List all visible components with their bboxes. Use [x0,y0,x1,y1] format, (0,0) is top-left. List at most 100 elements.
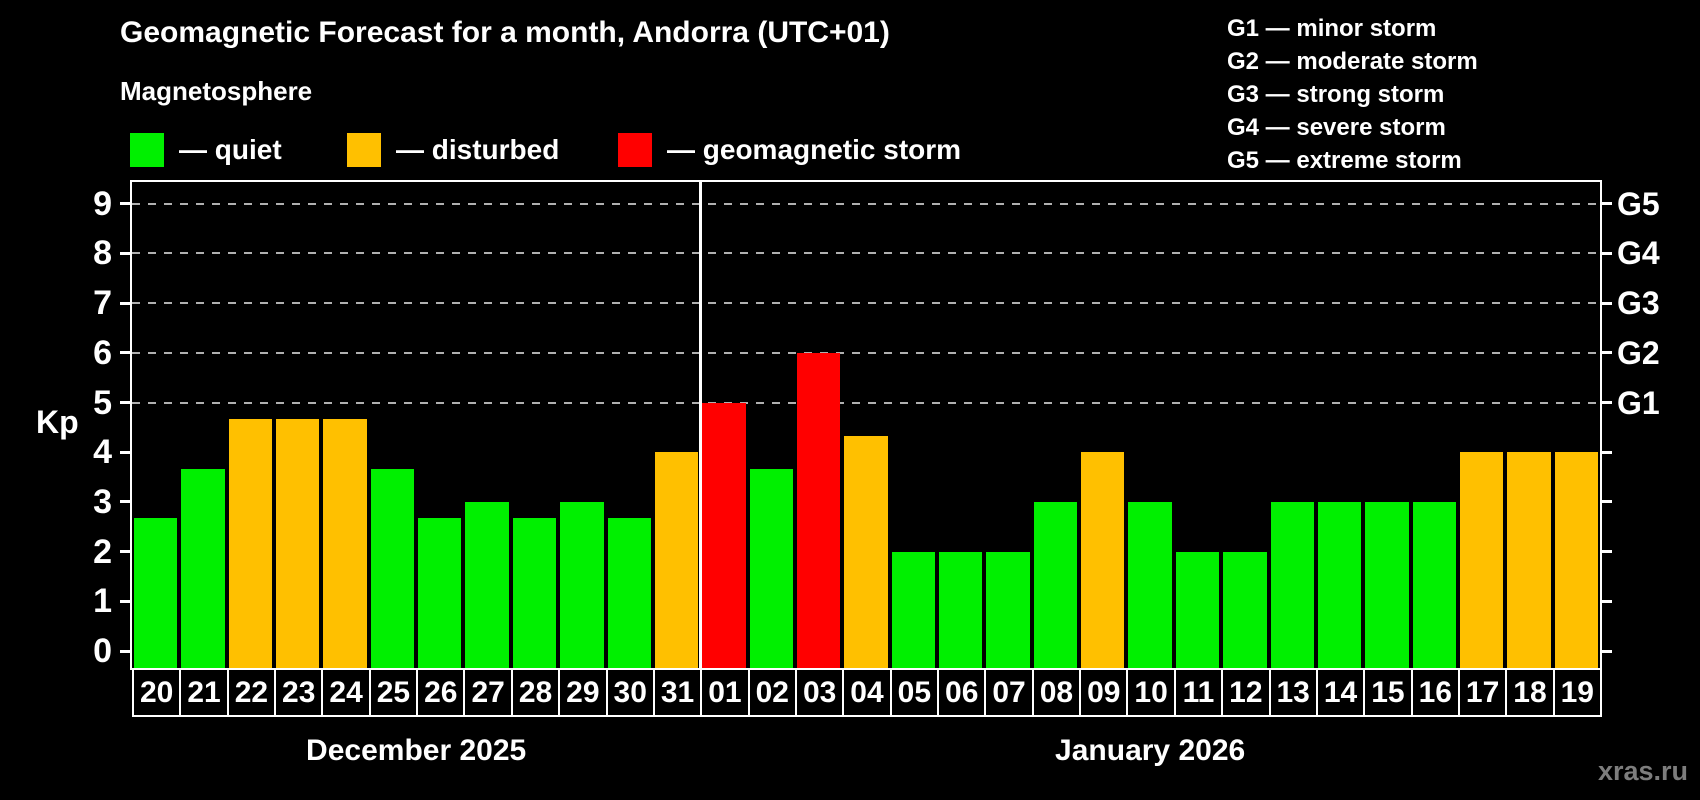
date-box-21: 21 [179,668,227,717]
legend-item-disturbed: — disturbed [347,132,559,168]
bar-day-29 [560,501,604,668]
date-box-16: 16 [1410,668,1458,717]
watermark: xras.ru [1597,756,1688,786]
y-axis-tick-right [1602,450,1612,454]
date-box-02: 02 [747,668,795,717]
g3-legend-line: G3 — strong storm [1227,81,1445,108]
quiet-color-swatch [130,133,164,167]
y-tick-label-7: 7 [93,284,112,323]
grid-line-kp7 [132,302,1600,305]
date-box-07: 07 [984,668,1032,717]
bar-day-17 [1459,452,1504,668]
bar-day-21 [181,468,225,668]
y-axis-tick-left [120,202,130,206]
bar-day-03 [796,352,841,668]
bar-day-31 [654,452,699,668]
date-box-17: 17 [1457,668,1506,717]
bar-day-02 [749,468,793,668]
y-axis-tick-right [1602,301,1612,305]
right-axis-label-G4: G4 [1617,235,1660,272]
month-separator [698,182,702,668]
g4-legend-line: G4 — severe storm [1227,114,1446,141]
y-axis-tick-left [120,550,130,554]
date-box-18: 18 [1505,668,1553,717]
bar-day-30 [607,518,651,668]
date-box-11: 11 [1173,668,1222,717]
y-axis-title: Kp [36,404,79,440]
bar-day-27 [465,501,509,668]
date-box-05: 05 [889,668,938,717]
bar-day-07 [986,551,1030,668]
y-tick-label-6: 6 [93,333,112,372]
plot-area [130,180,1602,670]
date-box-15: 15 [1363,668,1411,717]
bar-day-28 [512,518,557,668]
y-axis-tick-right [1602,251,1612,255]
g2-legend-line: G2 — moderate storm [1227,48,1478,75]
y-tick-label-2: 2 [93,532,112,571]
y-axis-tick-left [120,301,130,305]
bar-day-23 [276,418,320,668]
date-box-14: 14 [1315,668,1364,717]
date-box-20: 20 [132,668,180,717]
y-axis-tick-left [120,599,130,603]
g1-legend-line: G1 — minor storm [1227,15,1437,42]
y-tick-label-9: 9 [93,184,112,223]
y-axis-tick-right [1602,202,1612,206]
date-box-29: 29 [558,668,606,717]
date-box-28: 28 [510,668,559,717]
grid-line-kp8 [132,252,1600,255]
bar-day-13 [1270,501,1314,668]
bar-day-16 [1412,501,1456,668]
month-label: January 2026 [1055,734,1246,767]
y-tick-label-0: 0 [93,632,112,670]
bar-day-18 [1507,452,1551,668]
magnetosphere-label: Magnetosphere [120,76,313,106]
month-label: December 2025 [306,734,527,767]
bar-day-10 [1128,501,1172,668]
date-box-12: 12 [1221,668,1269,717]
y-axis-tick-left [120,351,130,355]
grid-line-kp5 [132,401,1600,404]
y-axis-tick-left [120,251,130,255]
bar-day-14 [1317,501,1362,668]
bar-day-24 [323,418,367,668]
bar-day-19 [1554,452,1598,668]
date-box-09: 09 [1079,668,1127,717]
chart-title: Geomagnetic Forecast for a month, Andorr… [120,16,890,49]
date-box-27: 27 [463,668,511,717]
bar-day-15 [1365,501,1409,668]
date-box-31: 31 [652,668,701,717]
y-axis-tick-right [1602,550,1612,554]
y-axis-tick-left [120,649,130,653]
disturbed-color-swatch [347,133,381,167]
date-box-10: 10 [1126,668,1174,717]
date-box-30: 30 [605,668,653,717]
date-box-01: 01 [700,668,748,717]
y-axis-tick-left [120,500,130,504]
legend-item-storm: — geomagnetic storm [618,132,961,168]
bar-day-12 [1223,551,1267,668]
legend-item-quiet: — quiet [130,132,282,168]
bar-day-20 [134,518,178,668]
y-axis-tick-right [1602,599,1612,603]
date-box-23: 23 [274,668,322,717]
right-axis-label-G3: G3 [1617,285,1660,322]
bar-day-22 [228,418,273,668]
bar-day-04 [844,435,888,668]
bar-day-26 [418,518,462,668]
date-box-08: 08 [1031,668,1080,717]
y-axis-tick-left [120,401,130,404]
right-axis-label-G1: G1 [1617,384,1660,421]
y-axis-tick-left [120,450,130,454]
date-box-03: 03 [794,668,843,717]
g5-legend-line: G5 — extreme storm [1227,147,1462,174]
date-box-04: 04 [842,668,890,717]
legend-label-storm: — geomagnetic storm [667,134,962,165]
bar-day-01 [702,402,746,668]
bar-day-08 [1033,501,1078,668]
bar-day-09 [1081,452,1125,668]
y-tick-label-1: 1 [93,582,112,621]
date-box-22: 22 [226,668,275,717]
